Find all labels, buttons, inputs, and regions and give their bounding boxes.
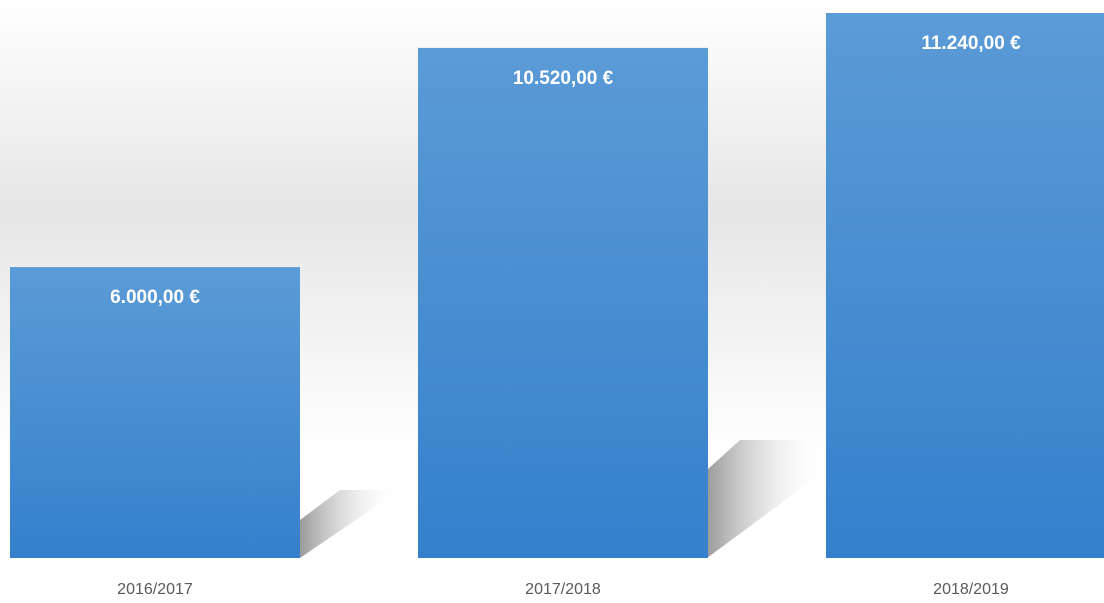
bar [826,13,1104,558]
bar [418,47,708,558]
shadow [707,440,826,558]
value-label: 10.520,00 € [513,68,614,89]
x-tick-label: 2016/2017 [117,581,193,598]
value-label: 6.000,00 € [110,287,200,308]
bar [10,267,300,558]
value-label: 11.240,00 € [921,33,1021,54]
x-tick-label: 2018/2019 [933,581,1009,598]
shadow [300,490,400,558]
x-tick-label: 2017/2018 [525,581,601,598]
